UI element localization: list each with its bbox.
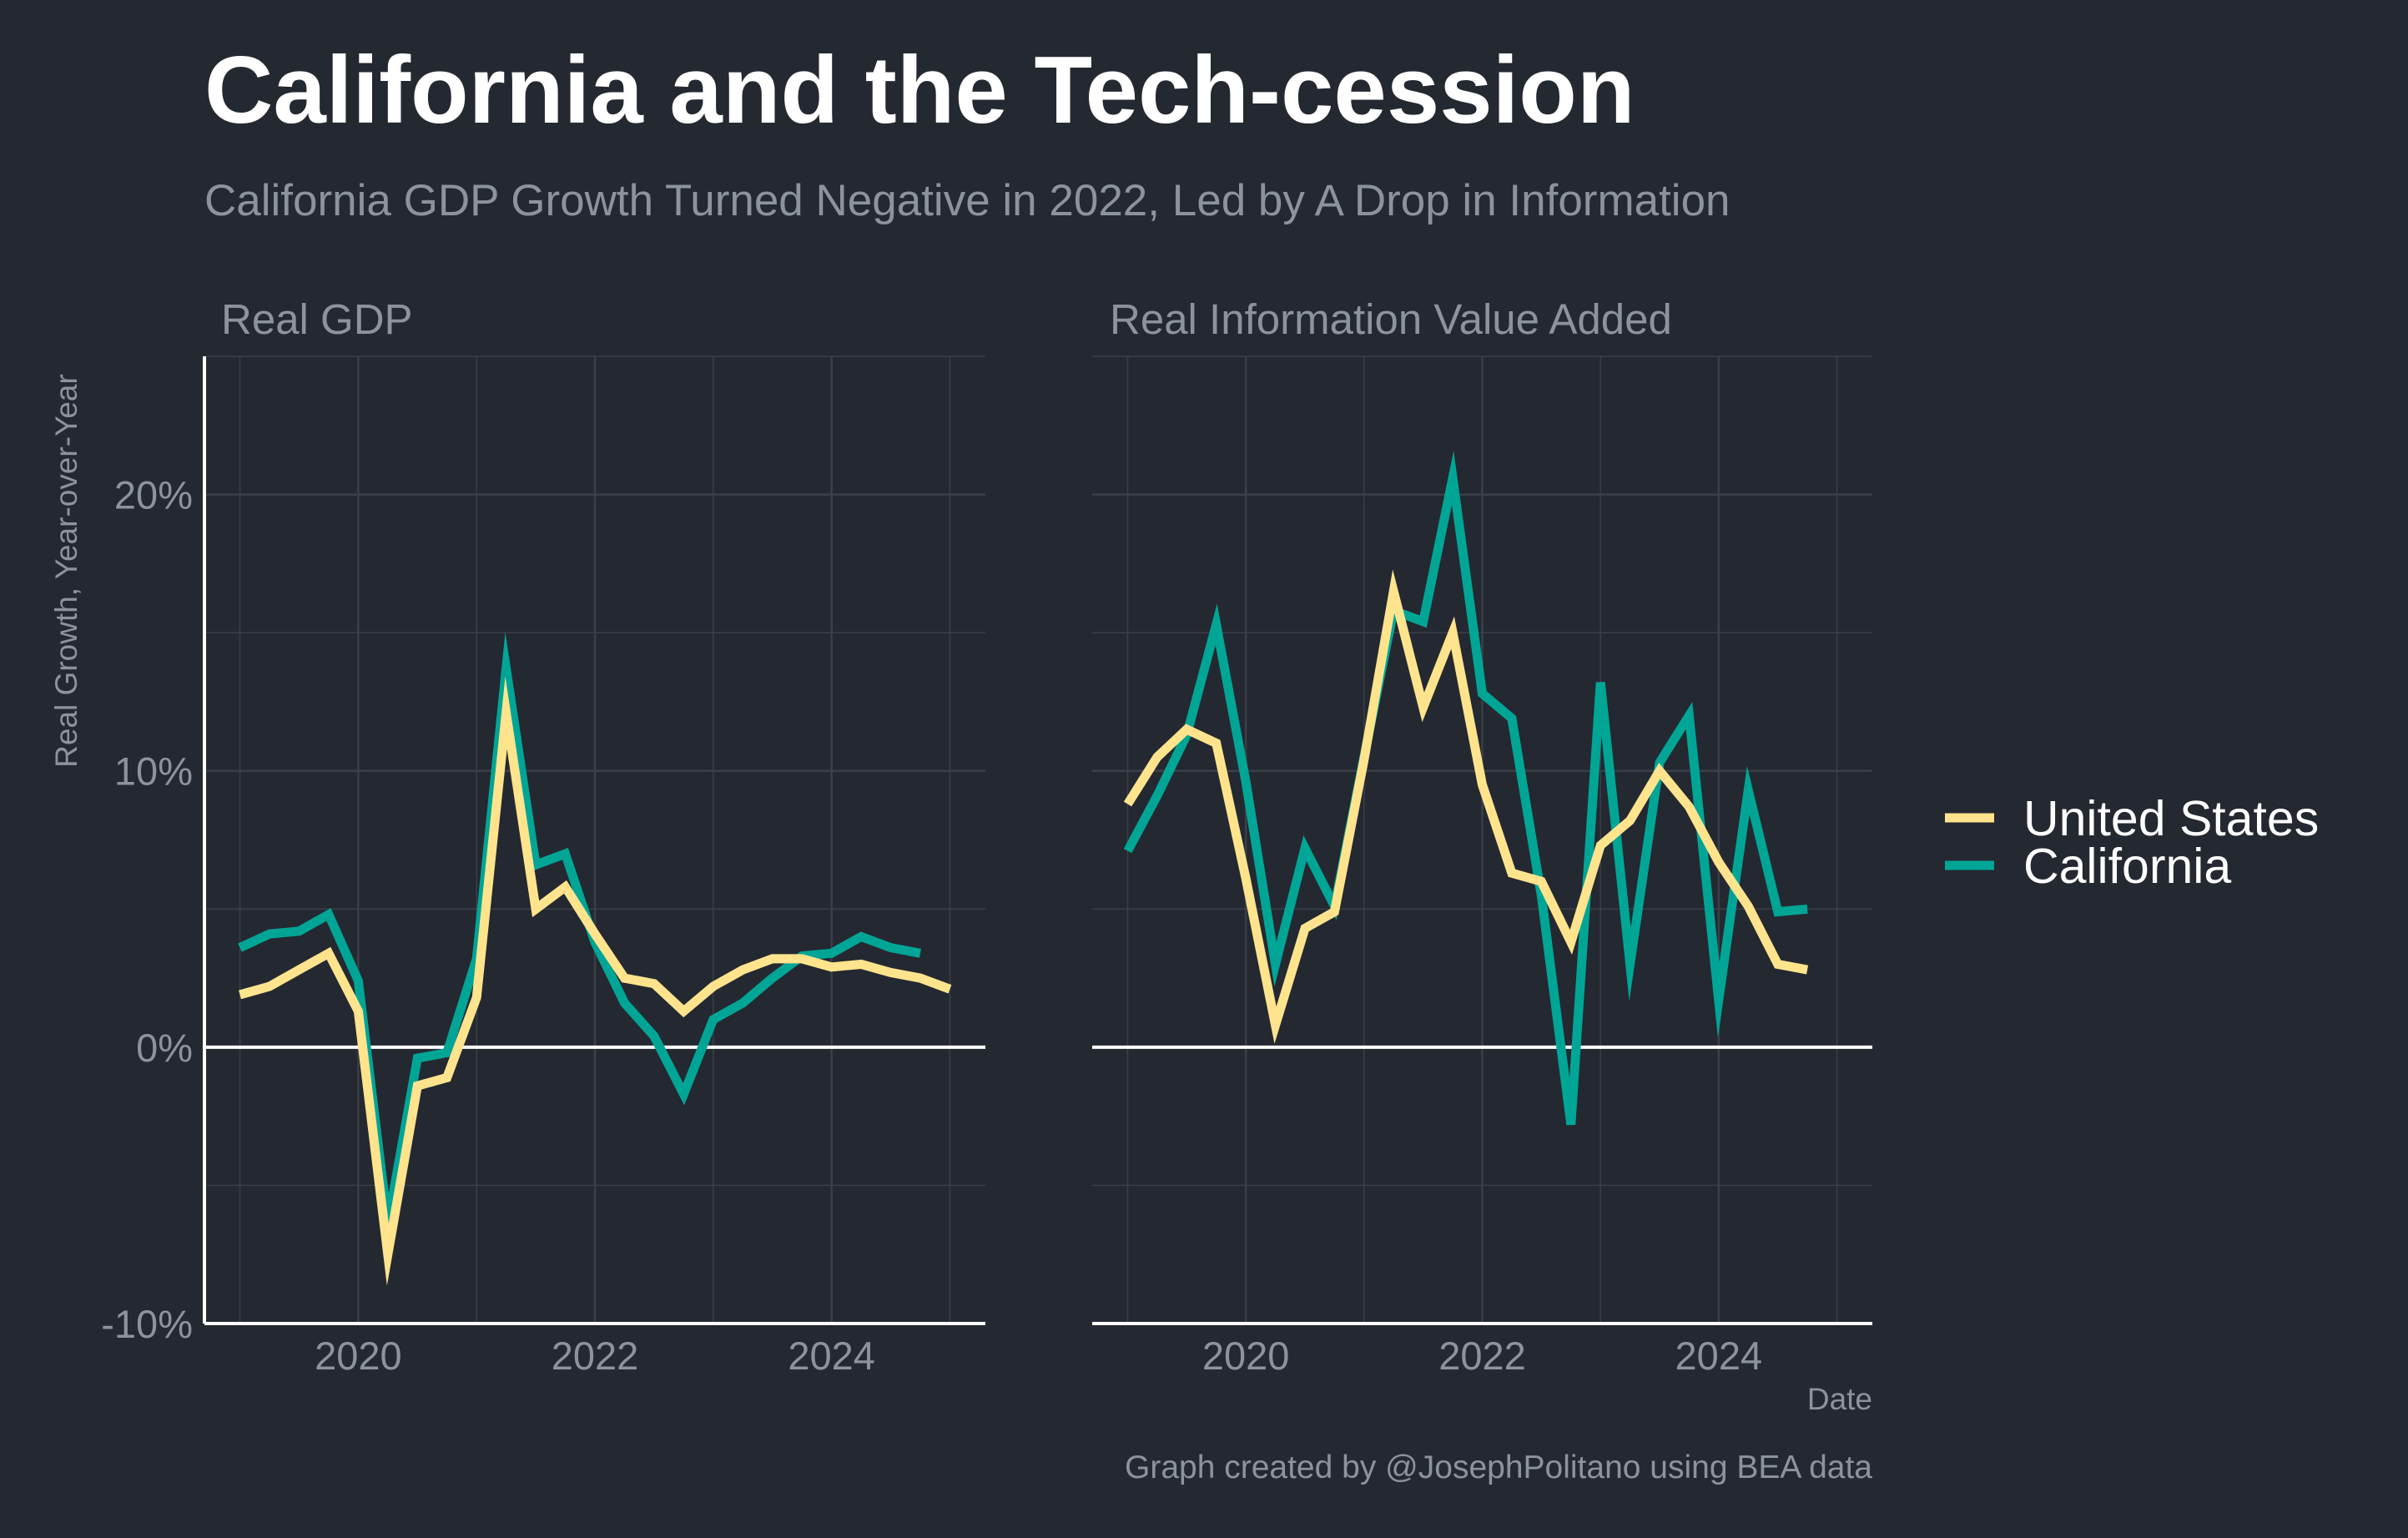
chart-subtitle: California GDP Growth Turned Negative in… (204, 176, 1730, 225)
facet-title-real-gdp: Real GDP (221, 295, 413, 343)
x-tick-label: 2024 (788, 1334, 875, 1378)
y-tick-labels: -10% 0% 10% 20% (101, 473, 193, 1346)
x-axis-title: Date (1807, 1382, 1872, 1416)
y-tick-label: -10% (101, 1302, 193, 1346)
panel-real-gdp: 2020 2022 2024 (203, 356, 985, 1378)
x-tick-label: 2022 (1438, 1334, 1526, 1378)
legend-label-united-states: United States (2023, 791, 2319, 846)
chart-title: California and the Tech-cession (204, 38, 1635, 144)
panel-real-information: 2020 2022 2024 (1092, 356, 1872, 1378)
facet-title-real-information: Real Information Value Added (1110, 295, 1672, 343)
legend: United States California (1945, 791, 2319, 894)
x-tick-label: 2020 (315, 1334, 402, 1378)
series-line-california (1123, 451, 1808, 1126)
x-tick-label: 2020 (1202, 1334, 1290, 1378)
x-tick-label: 2022 (552, 1334, 639, 1378)
y-axis-title: Real Growth, Year-over-Year (49, 374, 83, 768)
series-line-united-states (239, 676, 952, 1286)
y-tick-label: 0% (136, 1026, 193, 1070)
x-tick-label: 2024 (1675, 1334, 1763, 1378)
series-line-united-states (1123, 569, 1809, 1044)
y-tick-label: 20% (114, 473, 193, 517)
caption: Graph created by @JosephPolitano using B… (1125, 1450, 1872, 1485)
y-tick-label: 10% (114, 749, 193, 794)
legend-label-california: California (2023, 839, 2231, 894)
